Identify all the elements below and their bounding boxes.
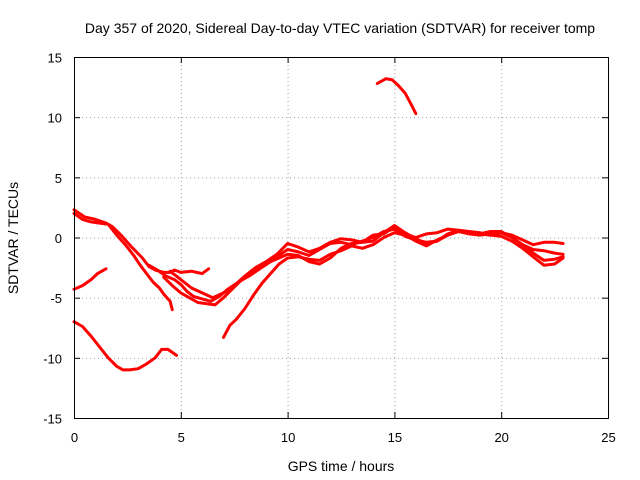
series-line-track-7 [168,225,565,300]
x-tick-label: 0 [71,430,78,445]
tick-labels: 0 5 10 15 20 25 -15 -10 -5 0 5 10 15 [43,51,616,446]
series-line-track-1 [72,208,211,276]
y-tick-label: -5 [50,291,62,306]
x-axis-label: GPS time / hours [288,458,395,474]
series-line-track-4 [72,320,178,372]
y-tick-label: -15 [43,412,62,427]
series-line-track-9 [375,77,418,116]
x-tick-label: 25 [601,430,615,445]
y-tick-label: 10 [48,111,62,126]
y-axis-label: SDTVAR / TECUs [5,182,21,294]
x-tick-label: 5 [178,430,185,445]
x-tick-label: 15 [388,430,402,445]
y-tick-label: 5 [55,171,62,186]
series-line-track-8 [222,230,565,339]
y-tick-label: 0 [55,231,62,246]
chart-title: Day 357 of 2020, Sidereal Day-to-day VTE… [85,20,595,36]
x-tick-label: 10 [281,430,295,445]
y-tick-label: 15 [48,51,62,66]
plot-frame [74,57,609,419]
series-line-track-2 [72,211,174,312]
grid [74,57,608,418]
x-tick-label: 20 [494,430,508,445]
series-line-track-6 [162,224,565,307]
series-line-track-3 [72,267,108,291]
series-group [72,77,565,372]
y-tick-label: -10 [43,351,62,366]
